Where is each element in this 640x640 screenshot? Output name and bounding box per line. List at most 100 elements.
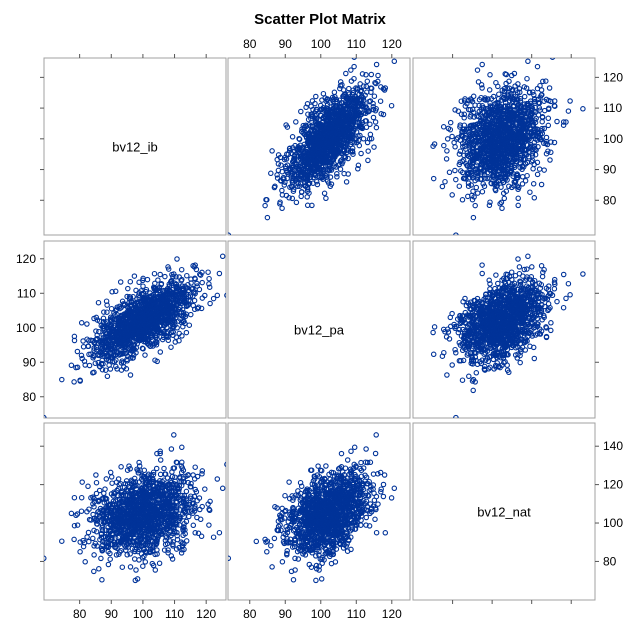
data-point xyxy=(115,338,121,344)
data-point xyxy=(102,330,109,336)
data-point xyxy=(356,142,363,149)
data-point xyxy=(546,105,552,111)
data-point xyxy=(191,297,198,304)
data-point xyxy=(113,363,119,370)
data-point xyxy=(565,108,572,114)
data-point xyxy=(567,98,573,104)
data-point xyxy=(373,106,379,112)
data-point xyxy=(540,78,546,85)
data-point xyxy=(554,118,560,125)
data-point xyxy=(351,58,357,60)
data-point xyxy=(100,318,107,325)
data-point xyxy=(124,333,131,339)
data-point xyxy=(485,112,492,118)
data-point xyxy=(506,150,512,156)
data-point xyxy=(467,163,473,170)
data-point xyxy=(489,134,495,140)
data-point xyxy=(96,338,103,345)
data-point xyxy=(306,122,312,128)
data-point xyxy=(483,106,489,112)
data-point xyxy=(126,296,133,302)
cell-r1-c1: bv12_ib xyxy=(43,57,227,236)
data-point xyxy=(439,183,446,190)
data-point xyxy=(567,292,573,298)
data-point xyxy=(174,284,180,291)
cell-r1-c3 xyxy=(412,57,596,236)
data-point xyxy=(515,202,521,209)
data-point xyxy=(315,144,322,151)
data-point xyxy=(474,190,481,196)
data-point xyxy=(440,124,447,130)
data-point xyxy=(519,181,526,187)
data-point xyxy=(313,143,319,149)
data-point xyxy=(377,98,384,104)
data-point xyxy=(326,129,332,135)
data-point xyxy=(510,159,516,165)
data-point xyxy=(368,85,375,92)
data-point xyxy=(168,329,175,336)
data-point xyxy=(302,154,309,160)
data-point xyxy=(530,119,536,126)
variable-label: bv12_ib xyxy=(112,140,158,155)
data-point xyxy=(479,262,485,268)
data-point xyxy=(539,317,545,323)
data-point xyxy=(346,85,352,92)
data-point xyxy=(91,345,97,351)
data-point xyxy=(476,108,483,115)
data-point xyxy=(102,367,109,373)
data-point xyxy=(292,177,299,184)
data-point xyxy=(472,202,478,209)
data-point xyxy=(334,174,340,180)
data-point xyxy=(126,294,133,300)
data-point xyxy=(295,183,301,190)
data-point xyxy=(269,148,275,154)
data-point xyxy=(172,310,179,316)
data-point xyxy=(473,184,480,191)
data-point xyxy=(495,106,501,113)
data-point xyxy=(512,133,519,140)
data-point xyxy=(343,70,349,77)
data-point xyxy=(487,199,493,205)
data-point xyxy=(296,135,302,142)
data-point xyxy=(506,78,512,85)
data-point xyxy=(530,133,537,139)
data-point xyxy=(485,149,492,155)
data-point xyxy=(515,128,522,134)
data-point xyxy=(356,123,363,130)
data-point xyxy=(472,177,478,184)
data-point xyxy=(71,379,77,385)
data-point xyxy=(297,173,304,180)
data-point xyxy=(68,362,75,369)
data-point xyxy=(305,116,312,123)
data-point xyxy=(457,159,463,165)
data-point xyxy=(515,256,521,262)
data-point xyxy=(453,136,460,142)
data-point xyxy=(479,270,485,277)
data-point xyxy=(96,328,102,335)
scatter-points xyxy=(228,58,398,235)
data-point xyxy=(133,287,139,294)
data-point xyxy=(531,355,538,362)
cell-r2-c1 xyxy=(43,240,227,419)
data-point xyxy=(505,91,511,98)
data-point xyxy=(124,335,130,342)
data-point xyxy=(161,287,167,294)
data-point xyxy=(454,135,461,141)
data-point xyxy=(362,110,369,117)
data-point xyxy=(487,364,493,371)
data-point xyxy=(452,167,458,174)
data-point xyxy=(140,346,146,352)
data-point xyxy=(312,172,319,179)
data-point xyxy=(541,98,547,104)
data-point xyxy=(512,83,518,89)
data-point xyxy=(142,352,148,358)
data-point xyxy=(214,292,221,299)
data-point xyxy=(546,85,553,91)
data-point xyxy=(157,349,164,355)
data-point xyxy=(44,414,47,418)
data-point xyxy=(126,299,132,306)
data-point xyxy=(380,111,387,118)
data-point xyxy=(351,63,357,70)
data-point xyxy=(172,339,179,345)
data-point xyxy=(129,355,136,361)
